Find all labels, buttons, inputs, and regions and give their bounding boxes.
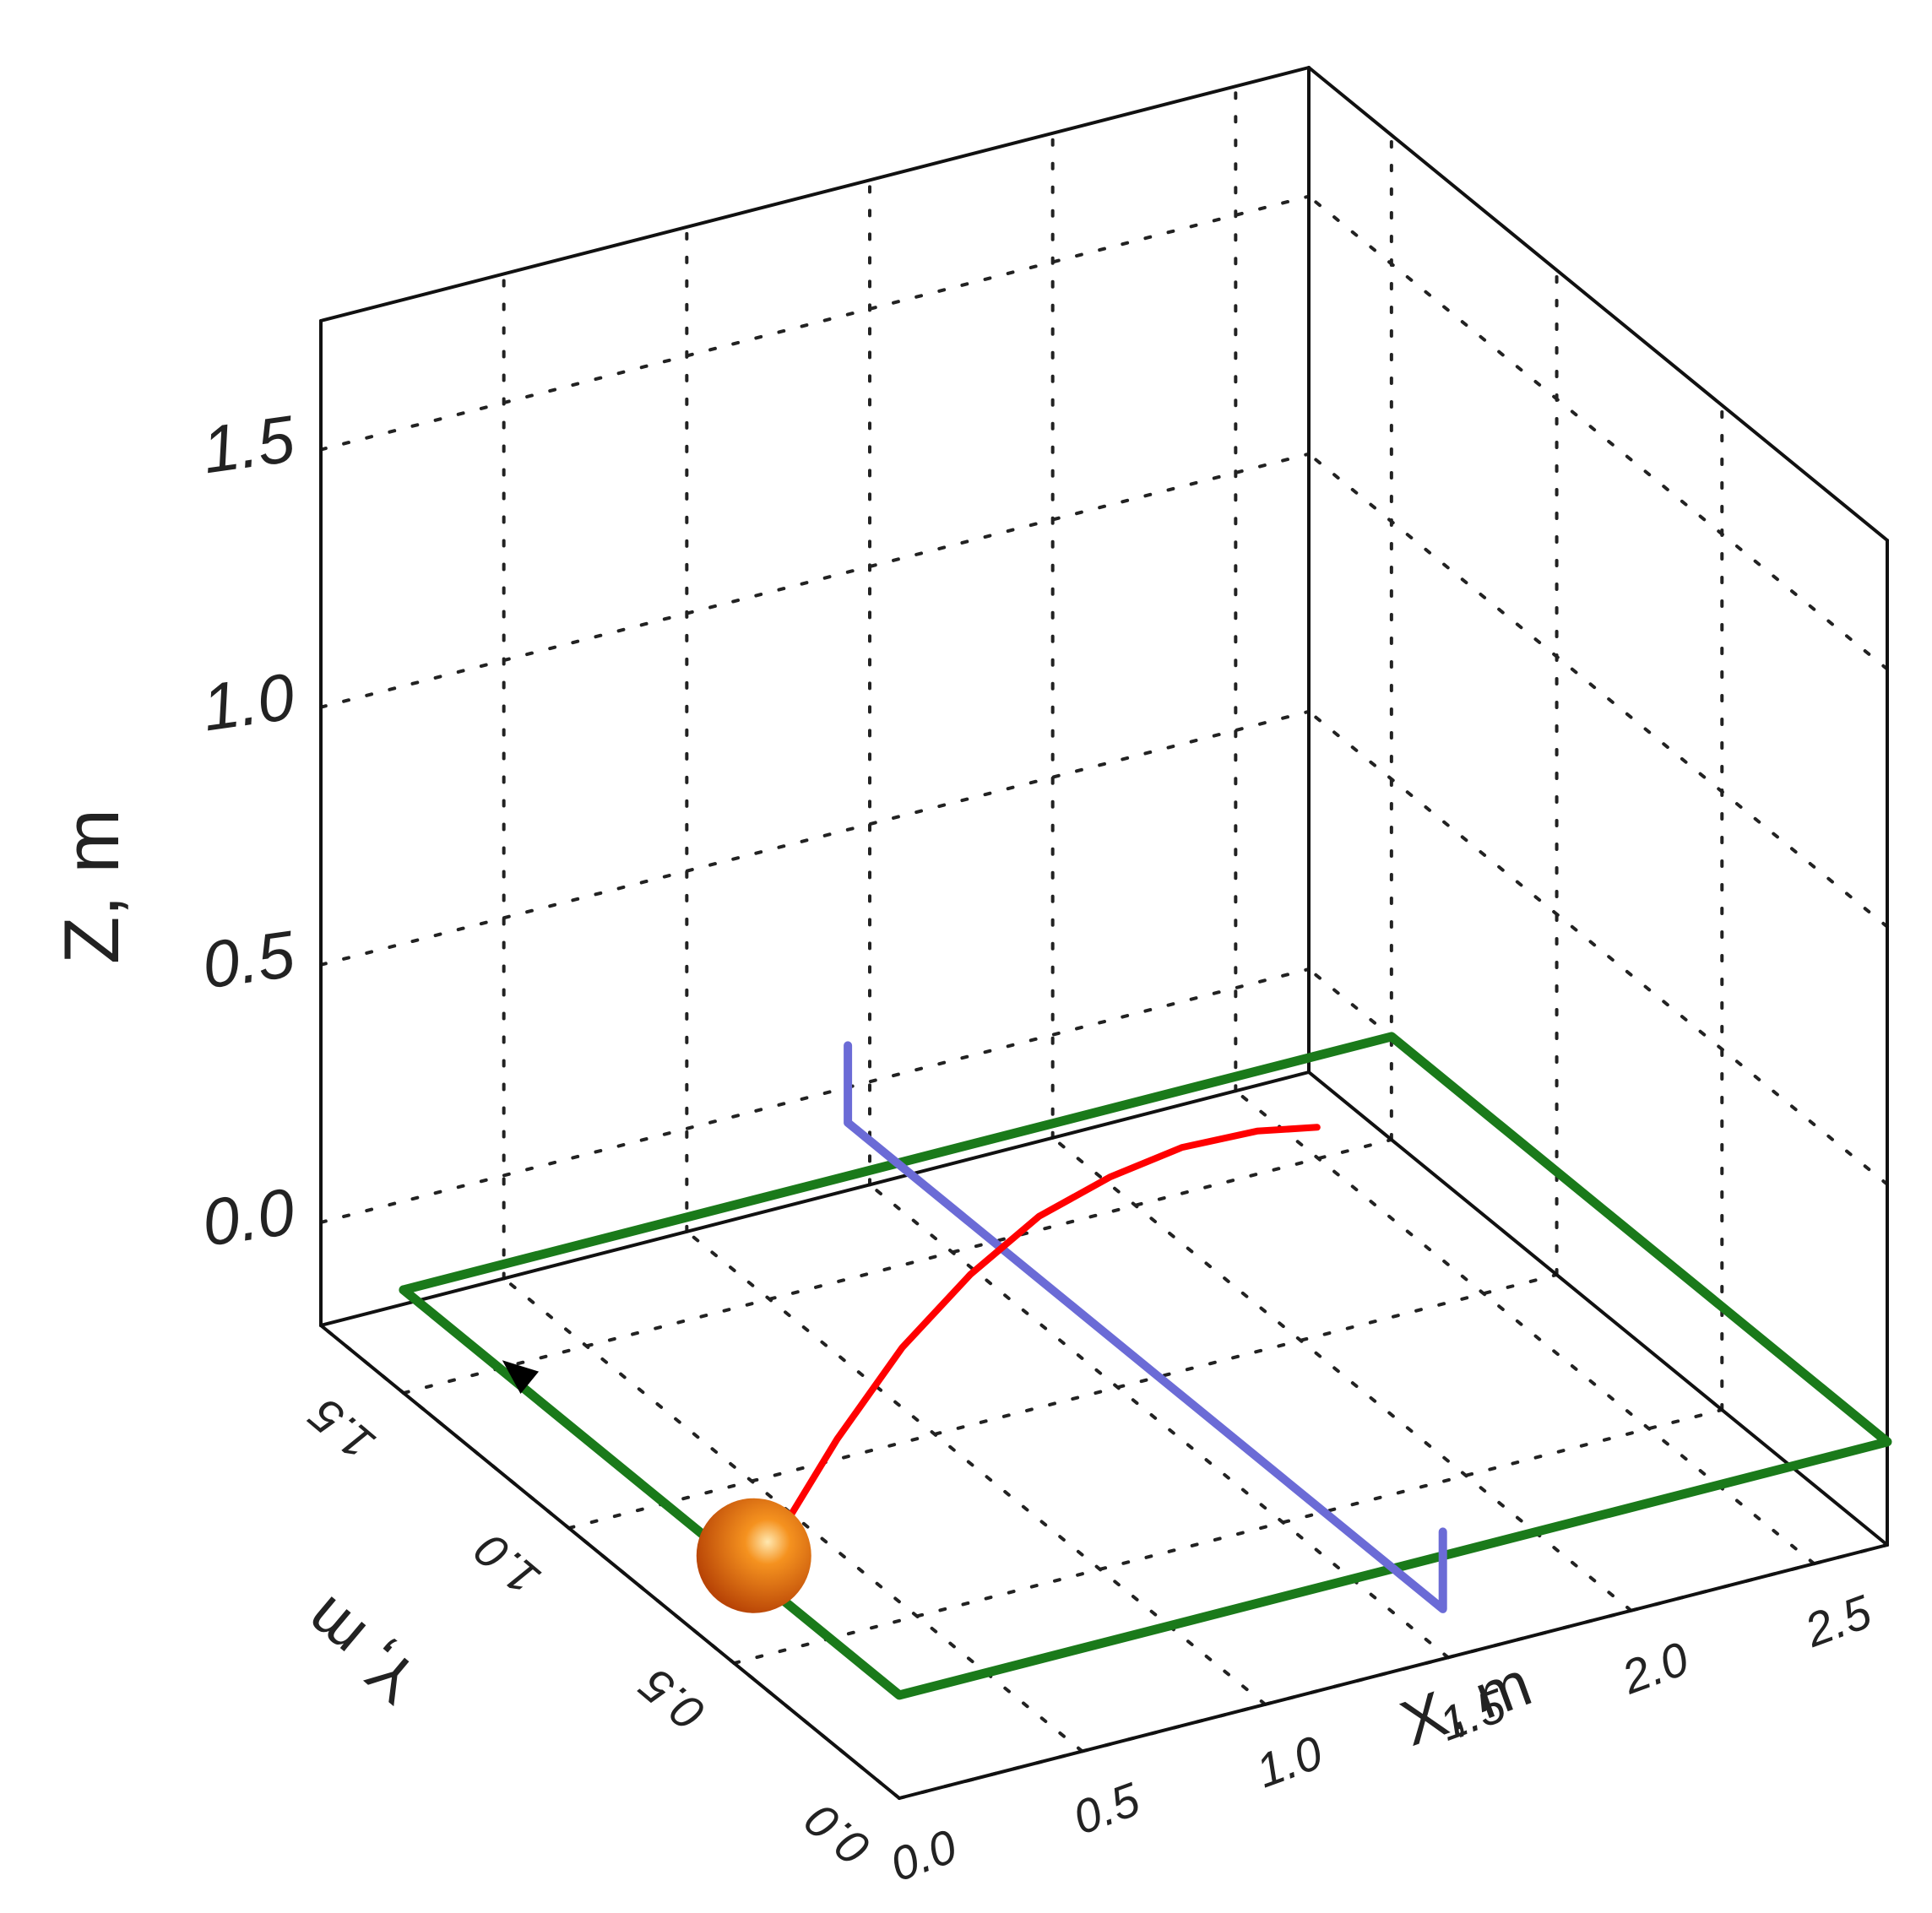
ball [696, 1498, 811, 1613]
z-tick-label: 1.0 [198, 658, 299, 745]
grid-line-floor-x [868, 1183, 1450, 1660]
box-edge-x-front [898, 1543, 1889, 1800]
box-edge-y-left [319, 1324, 901, 1800]
x-tick-label: 0.0 [883, 1819, 963, 1892]
y-tick-label: 1.5 [299, 1388, 384, 1471]
z-tick-label: 0.0 [198, 1173, 299, 1260]
grid-line-back-z [319, 967, 1311, 1224]
axes-box [319, 66, 1889, 1800]
x-tick-label: 2.5 [1797, 1585, 1878, 1657]
ball-trajectory [768, 1124, 1321, 1550]
grid-line-side-z [1307, 709, 1889, 1186]
box-edge-x-back [319, 1070, 1311, 1327]
zlabel: Z, m [49, 809, 135, 964]
box-edge-y-top [1307, 66, 1889, 542]
box-edge-y-right [1307, 1070, 1889, 1547]
ylabel: Y, m [291, 1583, 432, 1717]
z-tick-label: 1.5 [198, 401, 299, 487]
grid-line-back-z [319, 452, 1311, 709]
y-tick-label: 0.0 [795, 1793, 880, 1876]
x-tick-label: 1.0 [1249, 1726, 1329, 1798]
x-tick-label: 0.5 [1066, 1772, 1148, 1845]
grid-line-back-z [319, 709, 1311, 967]
grid-line-back-z [319, 194, 1311, 452]
y-tick-label: 1.0 [465, 1523, 550, 1606]
grid-line-floor-y [567, 1273, 1559, 1530]
direction-arrow [502, 1360, 540, 1394]
grid-line-floor-x [1234, 1089, 1816, 1566]
grid-line-floor-x [1050, 1135, 1633, 1612]
grid-line-side-z [1307, 452, 1889, 929]
y-tick-label: 0.5 [630, 1658, 715, 1742]
box-edge-x-top [319, 66, 1311, 322]
net-outline [844, 1041, 1447, 1613]
data-layer [399, 1032, 1892, 1700]
grid [319, 84, 1889, 1800]
grid-line-floor-x [685, 1229, 1267, 1706]
grid-line-floor-y [732, 1408, 1724, 1665]
z-tick-label: 0.5 [198, 916, 299, 1002]
grid-line-side-z [1307, 194, 1889, 671]
tick-labels: 0.00.51.01.52.02.50.00.51.01.50.00.51.01… [198, 401, 1879, 1891]
grid-line-floor-y [401, 1138, 1393, 1395]
x-tick-label: 2.0 [1615, 1631, 1696, 1704]
